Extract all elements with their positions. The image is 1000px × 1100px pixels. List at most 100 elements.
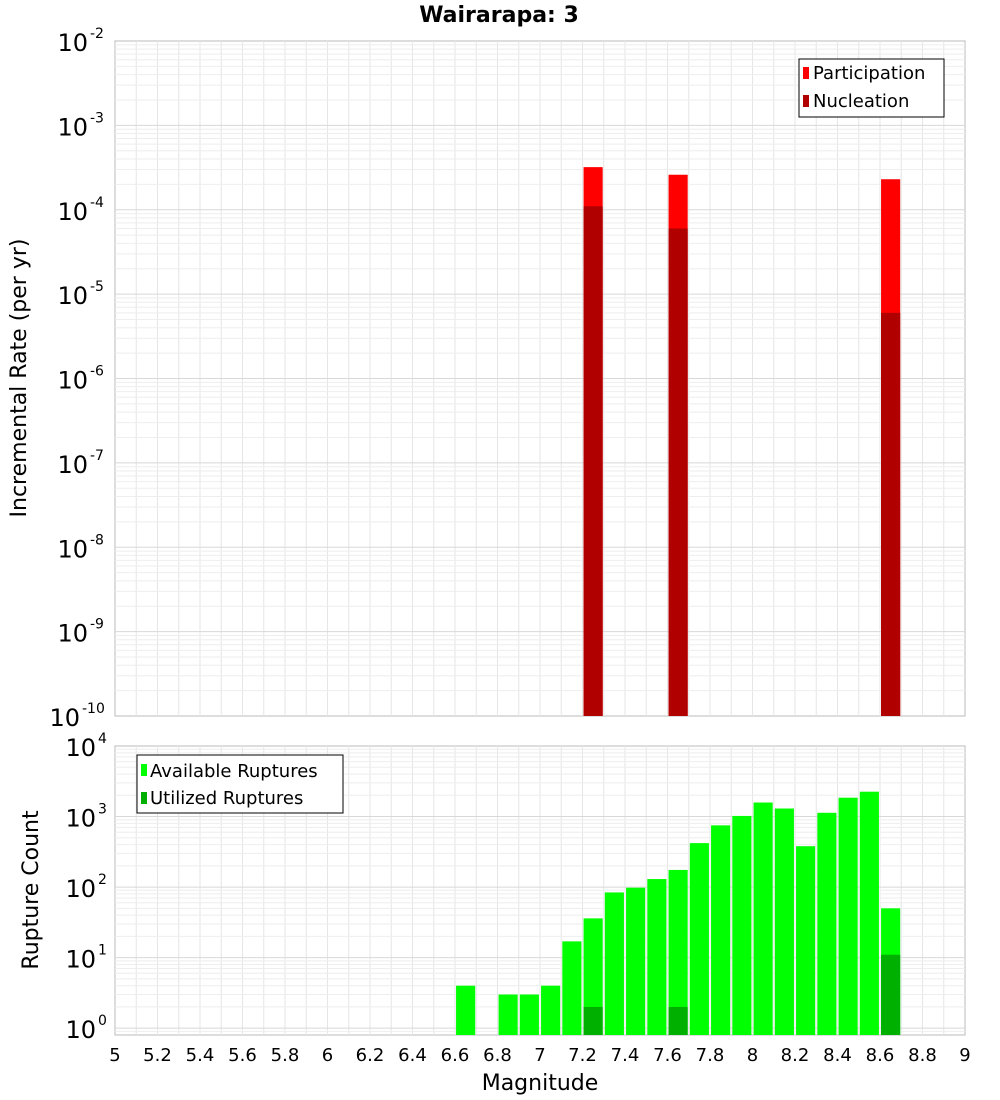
svg-text:-6: -6	[90, 364, 104, 380]
svg-text:10: 10	[57, 282, 88, 310]
svg-text:10: 10	[57, 29, 88, 57]
x-tick-label: 7.4	[611, 1045, 640, 1066]
nucleation-bar	[668, 228, 688, 716]
nucleation-bar	[881, 312, 901, 716]
y-tick-label: 10 -9	[57, 617, 104, 648]
svg-text:10: 10	[57, 367, 88, 395]
svg-text:-10: -10	[82, 701, 105, 717]
x-tick-label: 8.8	[908, 1045, 937, 1066]
rate-y-axis-label: Incremental Rate (per yr)	[7, 239, 32, 518]
y-tick-label: 10 -6	[57, 364, 104, 395]
x-tick-label: 7.6	[653, 1045, 682, 1066]
utilized-legend-swatch	[141, 792, 147, 804]
svg-text:-7: -7	[90, 448, 104, 464]
x-tick-label: 9	[959, 1045, 970, 1066]
x-tick-label: 6.6	[441, 1045, 470, 1066]
count-legend-box	[136, 754, 344, 814]
x-tick-label: 6.8	[483, 1045, 512, 1066]
x-axis-label: Magnitude	[482, 1071, 599, 1096]
available-ruptures-bar	[838, 797, 858, 1035]
y-tick-label: 10 1	[65, 943, 106, 974]
available-ruptures-bar	[604, 892, 624, 1035]
x-tick-label: 5.2	[143, 1045, 172, 1066]
y-tick-label: 10 -3	[57, 110, 104, 141]
x-tick-label: 6	[322, 1045, 333, 1066]
x-tick-label: 7.2	[568, 1045, 597, 1066]
nucleation-bar	[583, 206, 603, 716]
svg-text:1: 1	[98, 943, 107, 959]
y-tick-label: 10 -10	[49, 701, 104, 732]
available-ruptures-bar	[859, 791, 879, 1035]
utilized-legend-label: Utilized Ruptures	[150, 788, 303, 809]
y-tick-label: 10 -4	[57, 195, 104, 226]
participation-legend-label: Participation	[813, 63, 925, 84]
available-ruptures-bar	[583, 918, 603, 1035]
utilized-ruptures-bar	[668, 1006, 688, 1035]
rate-legend: Participation Nucleation	[798, 58, 945, 118]
nucleation-legend-swatch	[803, 95, 809, 107]
x-tick-label: 7	[534, 1045, 545, 1066]
x-tick-label: 8.6	[866, 1045, 895, 1066]
svg-text:10: 10	[49, 704, 80, 732]
utilized-ruptures-bar	[881, 954, 901, 1035]
x-tick-label: 8.2	[781, 1045, 810, 1066]
x-tick-label: 5.4	[186, 1045, 215, 1066]
available-ruptures-bar	[689, 843, 709, 1035]
available-ruptures-bar	[562, 941, 582, 1035]
svg-text:10: 10	[65, 805, 96, 833]
svg-text:-4: -4	[90, 195, 104, 211]
available-ruptures-bar	[753, 802, 773, 1035]
rate-panel: 10-210-310-410-510-610-710-810-910-10 In…	[7, 26, 966, 732]
svg-text:10: 10	[65, 1016, 96, 1044]
available-ruptures-bar	[732, 815, 752, 1035]
available-ruptures-bar	[456, 985, 476, 1035]
svg-text:10: 10	[57, 113, 88, 141]
svg-text:-9: -9	[90, 617, 104, 633]
svg-text:10: 10	[65, 875, 96, 903]
rate-bars	[583, 167, 901, 716]
y-tick-label: 10 3	[65, 802, 106, 833]
svg-text:10: 10	[57, 620, 88, 648]
svg-text:3: 3	[98, 802, 107, 818]
svg-text:10: 10	[57, 198, 88, 226]
x-tick-label: 7.8	[696, 1045, 725, 1066]
x-tick-label: 8	[747, 1045, 758, 1066]
y-tick-label: 10 -5	[57, 279, 104, 310]
svg-text:2: 2	[98, 872, 107, 888]
rate-y-ticks: 10-210-310-410-510-610-710-810-910-10	[49, 26, 104, 732]
available-ruptures-bar	[541, 985, 561, 1035]
y-tick-label: 10 -7	[57, 448, 104, 479]
x-tick-label: 8.4	[823, 1045, 852, 1066]
x-tick-label: 6.4	[398, 1045, 427, 1066]
available-ruptures-bar	[519, 994, 539, 1035]
x-tick-label: 6.2	[356, 1045, 385, 1066]
svg-text:4: 4	[98, 731, 107, 747]
y-tick-label: 10 0	[65, 1013, 106, 1044]
available-legend-label: Available Ruptures	[150, 761, 318, 782]
available-ruptures-bar	[796, 846, 816, 1035]
x-tick-label: 5.6	[228, 1045, 257, 1066]
y-tick-label: 10 -2	[57, 26, 104, 57]
available-ruptures-bar	[817, 812, 837, 1035]
x-ticks: 5 5.2 5.4 5.6 5.8 6 6.2 6.4 6.6 6.8 7 7.2 7.4 7.6 7.8 8…	[109, 1045, 970, 1066]
x-tick-label: 5	[109, 1045, 120, 1066]
available-ruptures-bar	[774, 808, 794, 1035]
available-ruptures-bar	[498, 994, 518, 1035]
svg-text:10: 10	[65, 946, 96, 974]
y-tick-label: 10 2	[65, 872, 106, 903]
svg-text:-8: -8	[90, 532, 104, 548]
chart-title: Wairarapa: 3	[419, 3, 579, 28]
count-legend: Available Ruptures Utilized Ruptures	[136, 754, 344, 814]
rate-legend-box	[798, 58, 945, 118]
count-y-axis-label: Rupture Count	[19, 810, 44, 970]
svg-text:10: 10	[65, 734, 96, 762]
rate-grid	[115, 41, 965, 716]
y-tick-label: 10 4	[65, 731, 107, 762]
nucleation-legend-label: Nucleation	[813, 91, 909, 112]
y-tick-label: 10 -8	[57, 532, 104, 563]
participation-legend-swatch	[803, 67, 809, 79]
available-ruptures-bar	[647, 879, 667, 1035]
svg-text:0: 0	[98, 1013, 107, 1029]
